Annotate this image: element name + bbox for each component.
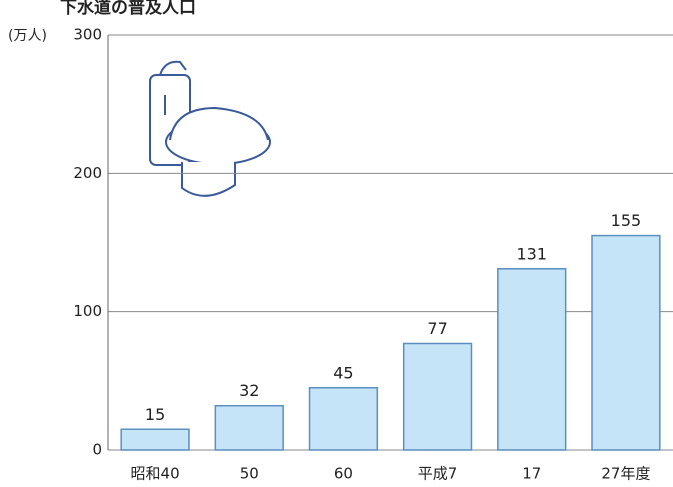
x-tick-label: 17 xyxy=(522,465,541,483)
x-tick-label: 昭和40 xyxy=(131,465,180,483)
value-label: 131 xyxy=(516,244,547,263)
y-tick-label: 300 xyxy=(73,26,102,44)
bar xyxy=(497,268,567,451)
y-tick-label: 100 xyxy=(73,302,102,320)
chart-title: 下水道の普及人口 xyxy=(60,0,196,18)
x-tick-label: 平成7 xyxy=(418,465,458,483)
x-tick-label: 50 xyxy=(240,465,259,483)
value-label: 77 xyxy=(427,319,447,338)
x-tick-label: 60 xyxy=(334,465,353,483)
bar xyxy=(402,342,473,451)
bar xyxy=(591,234,661,451)
value-label: 45 xyxy=(333,363,353,382)
value-label: 155 xyxy=(611,211,642,230)
x-tick-label: 27年度 xyxy=(601,465,650,483)
bar xyxy=(120,428,190,451)
y-tick-label: 200 xyxy=(73,164,102,182)
bar xyxy=(214,404,284,451)
value-label: 15 xyxy=(145,405,165,424)
bar xyxy=(308,387,379,451)
y-tick-label: 0 xyxy=(92,441,102,459)
toilet-illustration xyxy=(149,60,271,197)
value-label: 32 xyxy=(239,381,259,400)
y-axis-label: (万人) xyxy=(8,28,47,44)
